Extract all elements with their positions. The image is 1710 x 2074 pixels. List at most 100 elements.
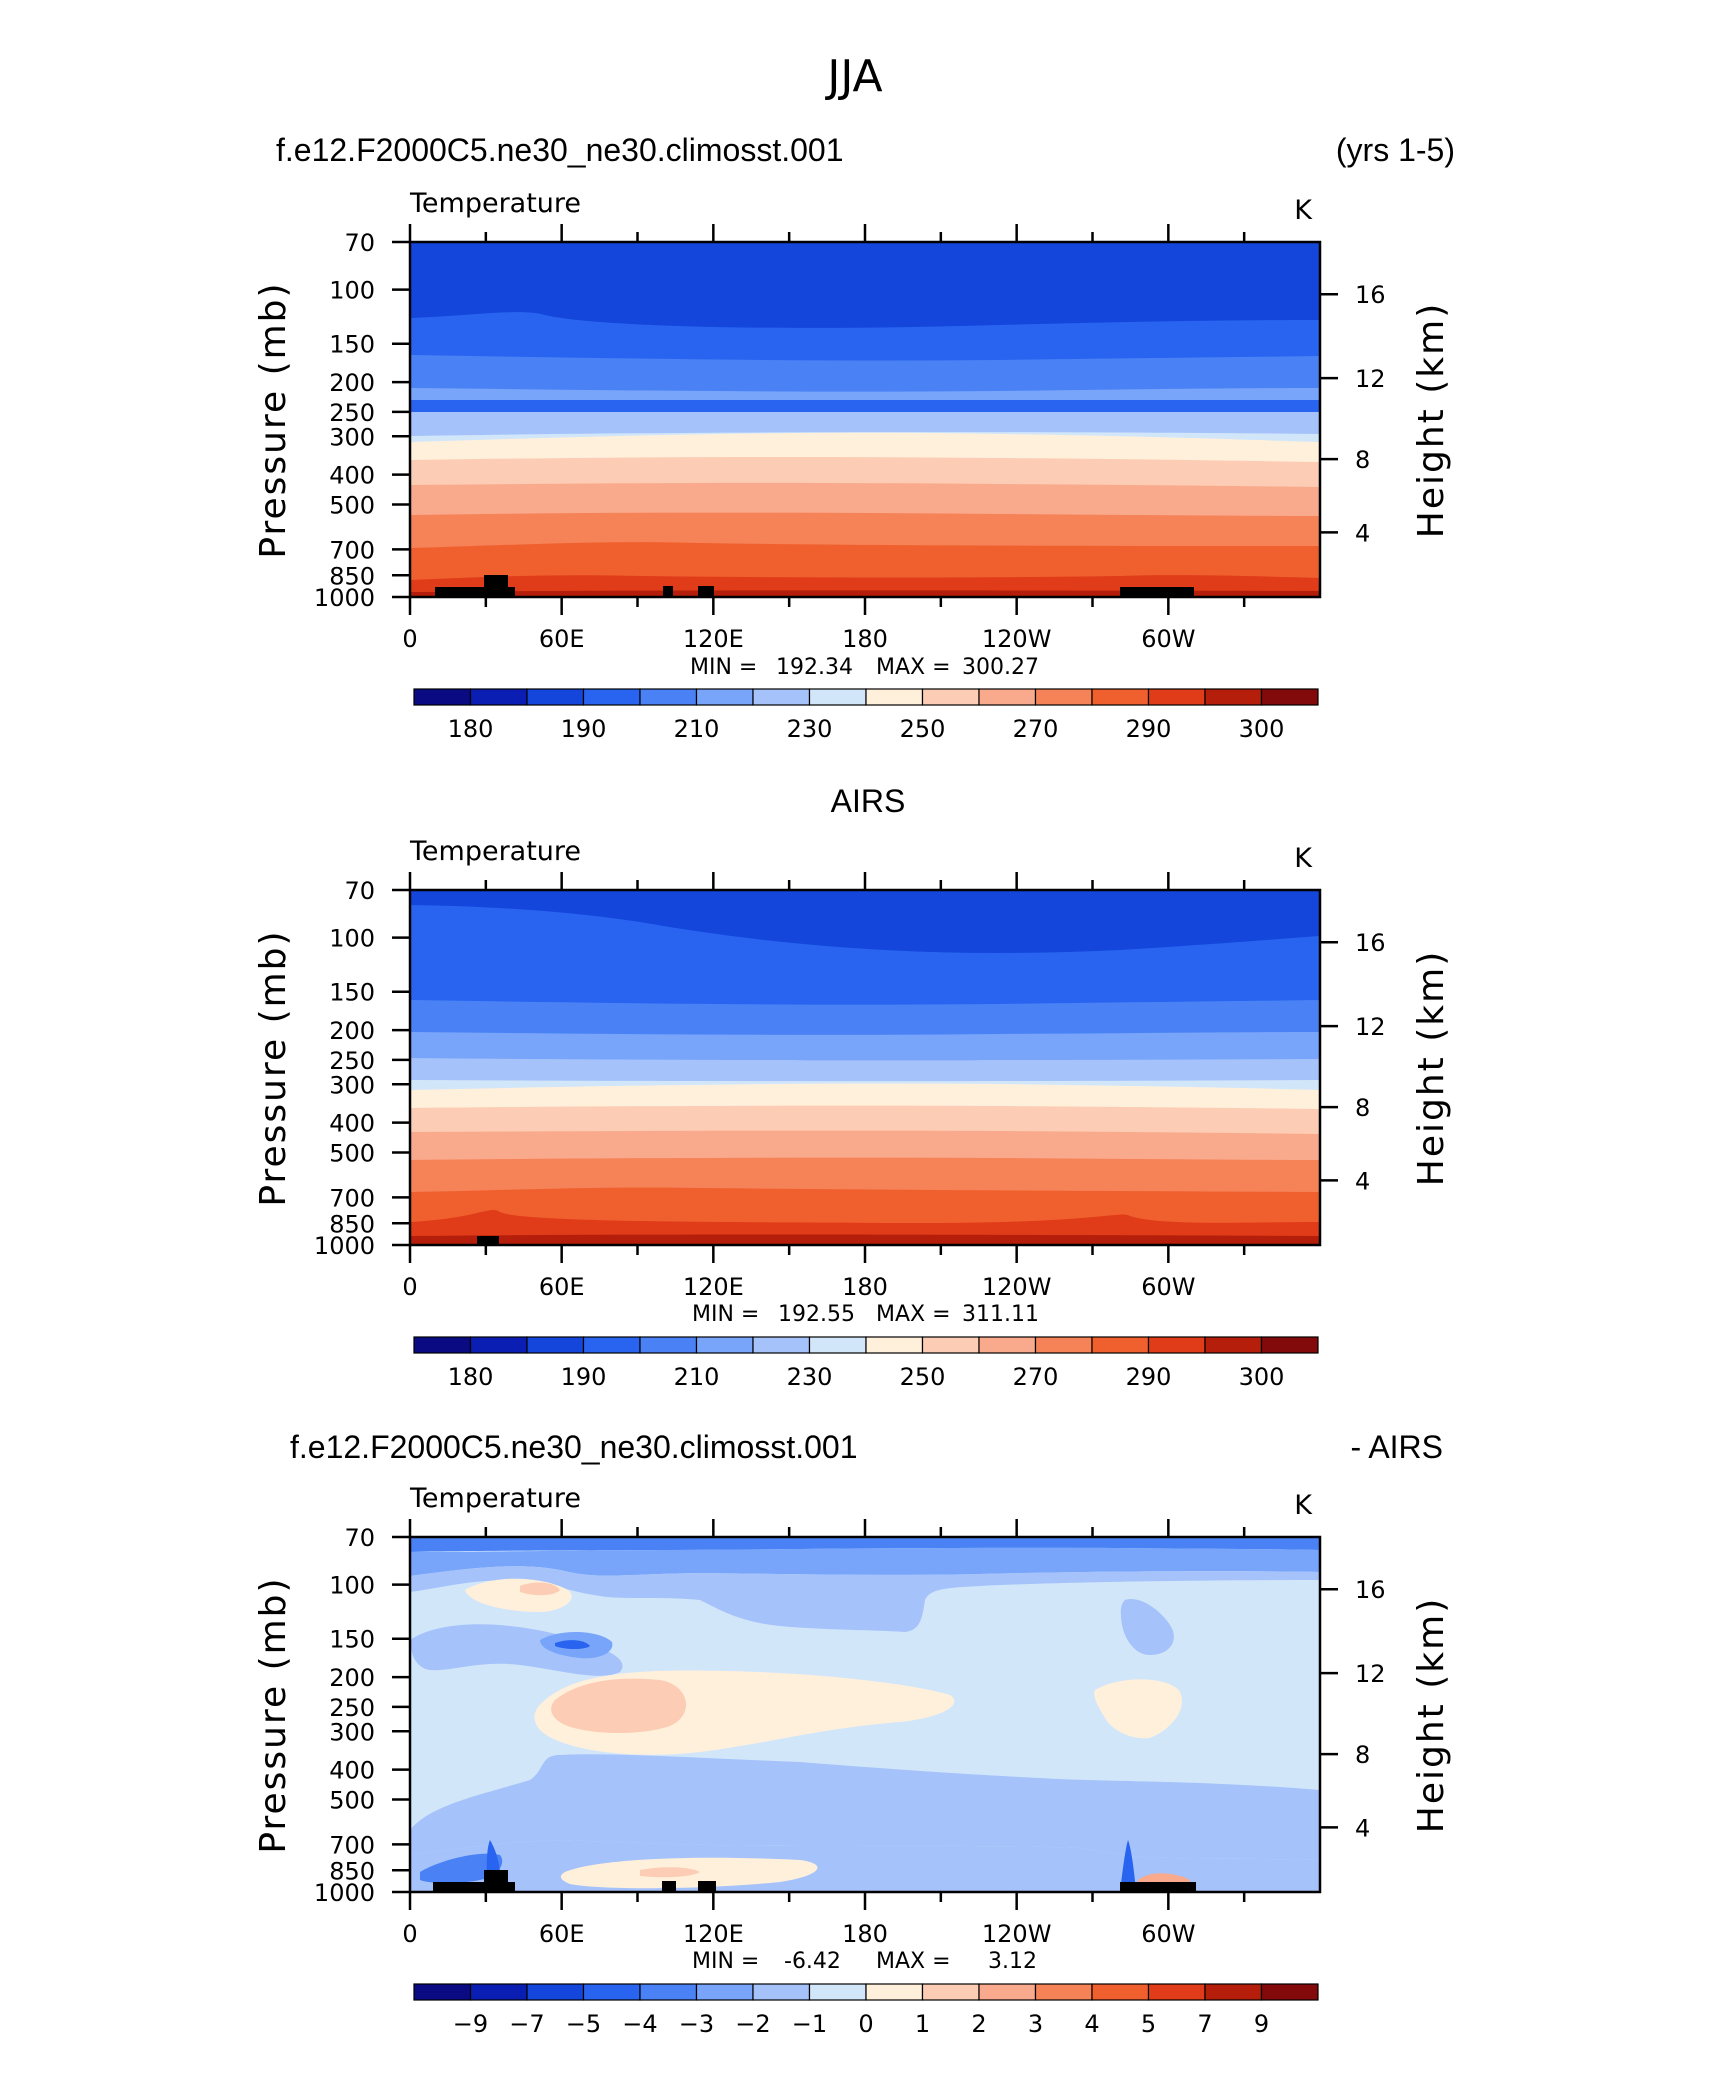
- panel3-case-title: f.e12.F2000C5.ne30_ne30.climosst.001: [290, 1429, 858, 1465]
- y2-tick-label: 16: [1355, 281, 1386, 309]
- colorbar-swatch: [865, 1983, 924, 2001]
- y2-tick-label: 8: [1355, 1094, 1370, 1122]
- panel1-y2-axis-label: Height (km): [1411, 302, 1452, 538]
- panel1-units-label: K: [1294, 195, 1313, 226]
- colorbar-swatch: [752, 688, 811, 706]
- y-tick-label: 500: [329, 1786, 375, 1814]
- colorbar-swatch: [1034, 688, 1093, 706]
- colorbar-swatch: [978, 1983, 1037, 2001]
- y-tick-label: 850: [329, 1857, 375, 1885]
- panel2-y2-axis-label: Height (km): [1411, 950, 1452, 1186]
- colorbar-swatch: [1034, 1983, 1093, 2001]
- y-tick-label: 1000: [314, 1232, 375, 1260]
- colorbar-label: −2: [735, 2010, 770, 2038]
- y-tick-label: 70: [344, 877, 375, 905]
- colorbar-swatch: [526, 1336, 585, 1354]
- y2-tick-label: 16: [1355, 1576, 1386, 1604]
- x-tick-label: 120W: [982, 1920, 1052, 1948]
- y-tick-label: 150: [329, 1626, 375, 1654]
- colorbar-swatch: [1091, 1983, 1150, 2001]
- colorbar-swatch: [978, 1336, 1037, 1354]
- y2-tick-label: 4: [1355, 519, 1370, 547]
- colorbar-swatch: [921, 1983, 980, 2001]
- panel2-variable-label: Temperature: [409, 836, 581, 867]
- colorbar-label: 190: [561, 715, 607, 743]
- x-tick-label: 0: [402, 1920, 417, 1948]
- colorbar-label: 210: [674, 715, 720, 743]
- colorbar-swatch: [695, 1983, 754, 2001]
- y-tick-label: 250: [329, 399, 375, 427]
- x-tick-label: 60W: [1141, 1273, 1195, 1301]
- colorbar-swatch: [808, 1983, 867, 2001]
- colorbar-swatch: [1034, 1336, 1093, 1354]
- panel1-y-axis-label: Pressure (mb): [253, 281, 294, 558]
- y-tick-label: 400: [329, 462, 375, 490]
- panel3-colorbar: −9 −7 −5 −4 −3 −2 −1 0 1 2 3 4 5 7 9: [413, 1983, 1319, 2038]
- y-tick-label: 200: [329, 1017, 375, 1045]
- figure-title: JJA: [824, 51, 882, 102]
- colorbar-label: 180: [448, 1363, 494, 1391]
- colorbar-swatch: [1147, 688, 1206, 706]
- colorbar-swatch: [469, 1983, 528, 2001]
- colorbar-label: −3: [679, 2010, 714, 2038]
- colorbar-swatch: [921, 688, 980, 706]
- panel2-units-label: K: [1294, 843, 1313, 874]
- panel1-years: (yrs 1-5): [1336, 132, 1455, 168]
- colorbar-label: −1: [792, 2010, 827, 2038]
- colorbar-label: 9: [1254, 2010, 1269, 2038]
- y2-tick-label: 12: [1355, 1013, 1386, 1041]
- y-tick-label: 150: [329, 979, 375, 1007]
- panel1-min-value: 192.34: [776, 655, 853, 680]
- colorbar-label: 210: [674, 1363, 720, 1391]
- colorbar-label: 180: [448, 715, 494, 743]
- panel3-diff-suffix: - AIRS: [1351, 1429, 1443, 1465]
- y2-tick-label: 8: [1355, 446, 1370, 474]
- colorbar-swatch: [469, 688, 528, 706]
- y-tick-label: 300: [329, 1071, 375, 1099]
- colorbar-swatch: [639, 1336, 698, 1354]
- colorbar-swatch: [639, 1983, 698, 2001]
- colorbar-label: 2: [971, 2010, 986, 2038]
- panel2-y-axis-label: Pressure (mb): [253, 929, 294, 1206]
- panel1-tick-marks: [392, 224, 1338, 615]
- y2-tick-label: 4: [1355, 1167, 1370, 1195]
- x-tick-label: 60E: [539, 1920, 585, 1948]
- panel3-y2-tick-labels: 16 12 8 4: [1355, 1576, 1386, 1842]
- panel1-topography: [435, 575, 1194, 597]
- panel3-max-label: MAX =: [876, 1949, 951, 1974]
- colorbar-label: 250: [900, 715, 946, 743]
- colorbar-swatch: [582, 688, 641, 706]
- y-tick-label: 100: [329, 925, 375, 953]
- panel2-obs-title: AIRS: [831, 783, 906, 819]
- y2-tick-label: 4: [1355, 1814, 1370, 1842]
- panel1-x-tick-labels: 0 60E 120E 180 120W 60W: [402, 625, 1195, 653]
- colorbar-swatch: [1260, 1336, 1319, 1354]
- y2-tick-label: 12: [1355, 1660, 1386, 1688]
- colorbar-swatch: [582, 1336, 641, 1354]
- y-tick-label: 100: [329, 277, 375, 305]
- colorbar-label: −9: [453, 2010, 488, 2038]
- colorbar-swatch: [1260, 688, 1319, 706]
- colorbar-label: 270: [1013, 715, 1059, 743]
- colorbar-swatch: [1204, 688, 1263, 706]
- panel2-x-tick-labels: 0 60E 120E 180 120W 60W: [402, 1273, 1195, 1301]
- x-tick-label: 180: [842, 625, 888, 653]
- panel1-contour-field: [410, 242, 1320, 597]
- panel2-min-label: MIN =: [692, 1302, 759, 1327]
- panel-1: Temperature K 0 60E 120E 180 120W 60W 70 100 15…: [253, 188, 1452, 743]
- panel2-topography: [477, 1236, 499, 1245]
- y-tick-label: 1000: [314, 584, 375, 612]
- colorbar-swatch: [978, 688, 1037, 706]
- colorbar-swatch: [413, 1336, 472, 1354]
- panel3-contour-field: [410, 1537, 1320, 1892]
- y2-tick-label: 16: [1355, 929, 1386, 957]
- colorbar-swatch: [526, 688, 585, 706]
- colorbar-swatch: [921, 1336, 980, 1354]
- panel-2: Temperature K 0 60E 120E 180 120W 60W 70 100 15…: [253, 836, 1452, 1391]
- x-tick-label: 120E: [683, 1273, 744, 1301]
- panel2-tick-marks: [392, 872, 1338, 1263]
- y-tick-label: 850: [329, 1210, 375, 1238]
- y-tick-label: 300: [329, 1718, 375, 1746]
